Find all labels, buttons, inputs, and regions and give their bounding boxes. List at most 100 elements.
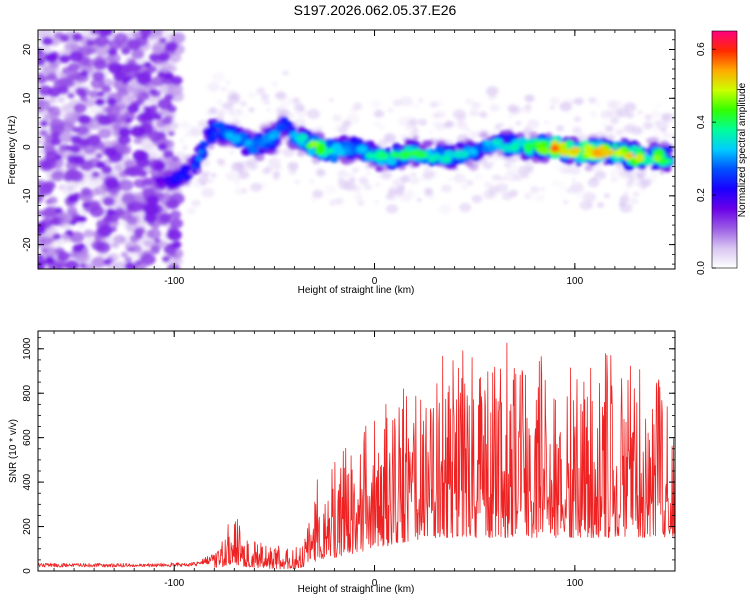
heatmap-cell (365, 170, 372, 176)
heatmap-cell (479, 132, 488, 139)
heatmap-cell (408, 118, 418, 126)
heatmap-cell (127, 38, 142, 50)
heatmap-cell (615, 150, 623, 156)
heatmap-cell (159, 37, 167, 44)
snr-y-label: SNR (10 * v/v) (8, 419, 19, 483)
heatmap-cell (147, 228, 162, 240)
heatmap-cell (41, 36, 54, 46)
heatmap-cell (197, 175, 209, 185)
heatmap-cell (125, 31, 133, 38)
heatmap-cell (236, 109, 244, 115)
heatmap-cell (47, 73, 58, 82)
heatmap-cell (113, 164, 123, 172)
heatmap-cell (65, 145, 73, 151)
heatmap-cell (259, 0, 266, 3)
heatmap-cell (38, 260, 44, 267)
heatmap-cell (191, 199, 201, 207)
heatmap-cell (337, 169, 348, 178)
heatmap-cell (257, 149, 265, 155)
heatmap-cell (587, 178, 600, 188)
spectrogram-frame (37, 29, 676, 270)
heatmap-cell (98, 128, 112, 139)
heatmap-cell (81, 30, 93, 35)
heatmap-cell (329, 153, 339, 161)
heatmap-cell (151, 45, 165, 55)
heatmap-cell (591, 163, 603, 172)
heatmap-cell (256, 87, 266, 95)
heatmap-cell (471, 194, 483, 204)
heatmap-cell (483, 162, 493, 170)
y-tick-label: -20 (22, 237, 33, 252)
heatmap-cell (507, 125, 515, 131)
heatmap-cell (133, 137, 143, 145)
heatmap-cell (397, 184, 406, 192)
y-tick-label: 20 (22, 44, 33, 56)
heatmap-cell (158, 175, 164, 180)
heatmap-cell (112, 123, 121, 130)
heatmap-cell (589, 111, 598, 118)
heatmap-cell (140, 138, 155, 151)
heatmap-cell (71, 126, 80, 133)
heatmap-cell (453, 173, 467, 184)
heatmap-cell (167, 83, 184, 96)
heatmap-cell (215, 99, 224, 106)
heatmap-cell (234, 177, 241, 182)
heatmap-cell (331, 143, 342, 151)
heatmap-cell (135, 259, 143, 266)
heatmap-cell (623, 102, 637, 112)
heatmap-cell (159, 212, 172, 223)
heatmap-cell (478, 110, 487, 118)
heatmap-cell (264, 100, 271, 105)
heatmap-cell (569, 165, 581, 175)
heatmap-cell (161, 117, 172, 125)
heatmap-cell (571, 178, 576, 182)
heatmap-cell (405, 151, 413, 158)
heatmap-cell (97, 114, 112, 126)
heatmap-cell (427, 155, 438, 163)
heatmap-cell (592, 148, 601, 156)
heatmap-cell (263, 0, 270, 3)
heatmap-cell (460, 151, 469, 158)
heatmap-cell (127, 246, 135, 253)
heatmap-cell (76, 125, 89, 136)
heatmap-cell (428, 162, 435, 167)
heatmap-cell (49, 118, 65, 131)
y-tick-label: 400 (22, 473, 33, 490)
heatmap-cell (51, 131, 61, 139)
heatmap-cell (49, 61, 59, 69)
heatmap-cell (335, 148, 345, 156)
heatmap-cell (607, 134, 616, 141)
heatmap-cell (416, 198, 422, 203)
heatmap-cell (524, 94, 535, 103)
spectrogram-x-label: Height of straight line (km) (298, 285, 415, 296)
heatmap-cell (225, 171, 238, 181)
heatmap-cell (103, 258, 112, 266)
heatmap-cell (294, 179, 300, 185)
heatmap-cell (106, 104, 121, 117)
heatmap-cell (47, 96, 57, 105)
heatmap-cell (282, 147, 295, 157)
heatmap-cell (237, 170, 250, 180)
heatmap-cell (444, 120, 454, 129)
heatmap-cell (246, 158, 257, 167)
heatmap-cell (52, 233, 62, 241)
heatmap-cell (127, 103, 140, 114)
heatmap-cell (411, 150, 418, 156)
heatmap-cell (225, 80, 231, 85)
heatmap-cell (186, 207, 197, 215)
heatmap-cell (132, 149, 148, 162)
heatmap-cell (90, 188, 100, 196)
heatmap-cell (632, 191, 640, 197)
heatmap-cell (118, 179, 134, 192)
heatmap-cell (97, 225, 113, 237)
heatmap-cell (86, 47, 97, 55)
heatmap-cell (167, 65, 177, 73)
heatmap-cell (91, 108, 99, 114)
heatmap-cell (621, 160, 628, 166)
heatmap-cell (365, 151, 375, 160)
heatmap-cell (79, 95, 88, 103)
heatmap-cell (417, 118, 427, 126)
heatmap-cell (310, 196, 319, 203)
